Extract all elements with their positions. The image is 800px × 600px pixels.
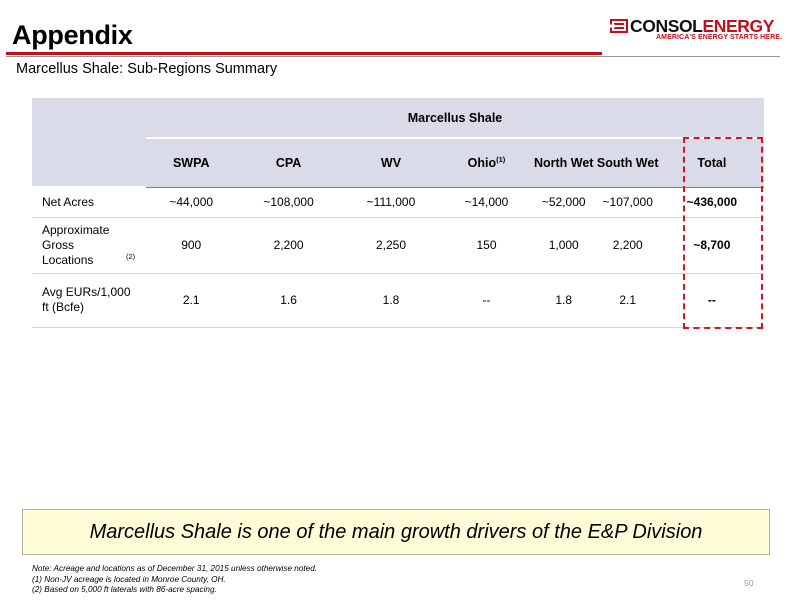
table-cell: 2.1 (146, 272, 237, 328)
table-cell: 1.6 (236, 272, 341, 328)
table-cell: ~44,000 (146, 186, 237, 217)
table-cell: 2.1 (595, 272, 660, 328)
consol-logo-icon (610, 19, 628, 33)
table-cell: ~14,000 (441, 186, 532, 217)
logo-name-consol: CONSOL (630, 16, 703, 36)
table-cell: 1.8 (531, 272, 596, 328)
title-underline-gray (6, 56, 780, 57)
footnote-2: (2) Based on 5,000 ft laterals with 86-a… (32, 585, 217, 594)
title-underline-red (6, 52, 602, 55)
logo-wordmark: CONSOLENERGY (630, 16, 774, 36)
footnote-note: Note: Acreage and locations as of Decemb… (32, 564, 318, 573)
row-label: Avg EURs/1,000 ft (Bcfe) (32, 272, 146, 328)
table-cell: ~107,000 (595, 186, 660, 217)
slide-subtitle: Marcellus Shale: Sub-Regions Summary (16, 61, 278, 77)
table-cell: 150 (441, 216, 532, 273)
column-header-total: Total (659, 138, 764, 187)
table-cell: 900 (146, 216, 237, 273)
table-cell: 2,200 (236, 216, 341, 273)
column-header-wv: WV (340, 138, 442, 187)
logo-tagline: AMERICA'S ENERGY STARTS HERE. (656, 34, 783, 41)
table-row-net-acres: Net Acres ~44,000 ~108,000 ~111,000 ~14,… (32, 186, 764, 217)
table-cell: ~108,000 (236, 186, 341, 217)
page-number: 50 (744, 578, 754, 588)
table-cell: ~111,000 (340, 186, 442, 217)
table-row-gross-locations: Approximate Gross Locations (2) 900 2,200… (32, 216, 764, 273)
footnote-marker: (1) (496, 154, 506, 164)
footnote-marker: (2) (126, 251, 136, 261)
column-header-swpa: SWPA (146, 138, 237, 187)
column-header-north-wet: North Wet (531, 138, 596, 187)
group-header-marcellus: Marcellus Shale (146, 98, 764, 139)
table-cell: 1,000 (531, 216, 596, 273)
table-cell: 2,200 (595, 216, 660, 273)
row-label: Net Acres (32, 186, 146, 217)
table-row-avg-eurs: Avg EURs/1,000 ft (Bcfe) 2.1 1.6 1.8 -- … (32, 272, 764, 328)
table-cell: -- (441, 272, 532, 328)
total-cell: -- (659, 272, 764, 328)
column-header-ohio: Ohio(1) (441, 138, 532, 187)
total-cell: ~436,000 (659, 186, 764, 217)
table-corner-cell (32, 98, 146, 188)
logo-name-energy: ENERGY (702, 16, 774, 36)
column-header-cpa: CPA (236, 138, 341, 187)
sub-regions-table: Marcellus Shale SWPA CPA WV Ohio(1) Nort… (32, 98, 764, 328)
column-header-south-wet: South Wet (595, 138, 660, 187)
total-cell: ~8,700 (659, 216, 764, 273)
total-column-highlight (683, 137, 763, 329)
table-cell: ~52,000 (531, 186, 596, 217)
table-cell: 1.8 (340, 272, 442, 328)
company-logo: CONSOLENERGY AMERICA'S ENERGY STARTS HER… (610, 16, 786, 44)
footnotes: Note: Acreage and locations as of Decemb… (32, 564, 317, 596)
callout-banner: Marcellus Shale is one of the main growt… (22, 509, 770, 555)
slide-title: Appendix (12, 20, 133, 50)
row-label: Approximate Gross Locations (2) (32, 216, 146, 273)
footnote-1: (1) Non-JV acreage is located in Monroe … (32, 574, 226, 584)
table-cell: 2,250 (340, 216, 442, 273)
